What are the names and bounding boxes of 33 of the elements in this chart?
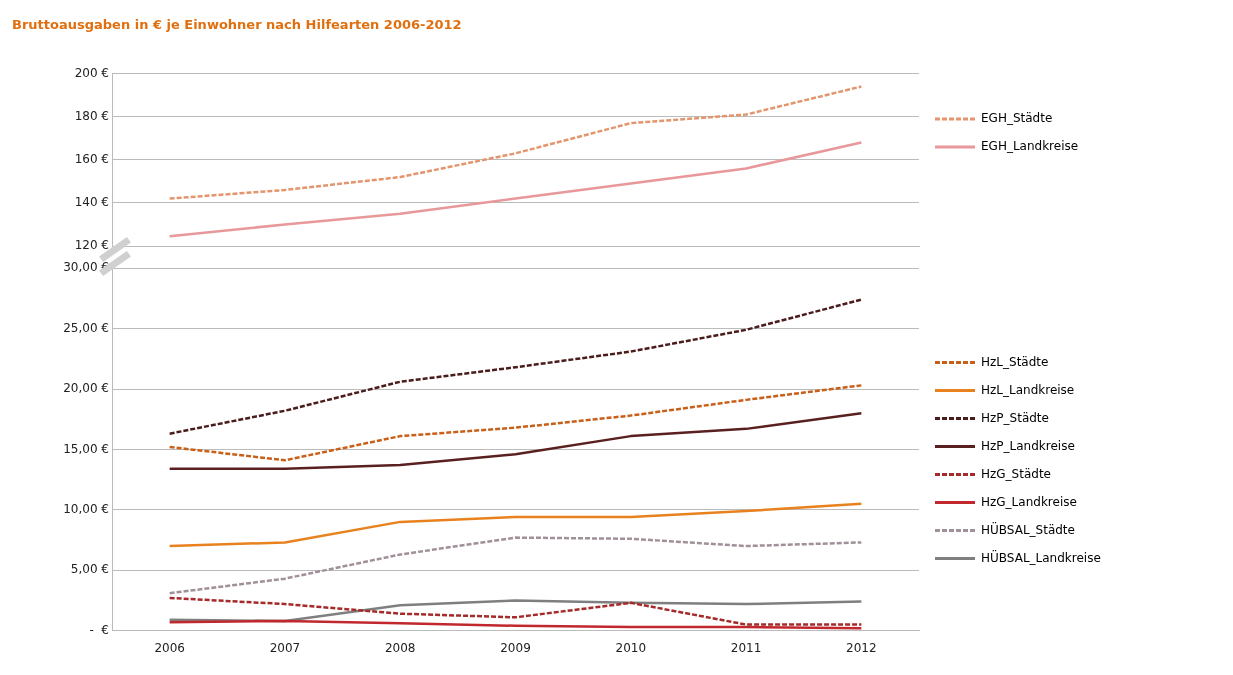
y-tick-label: 140 €: [74, 195, 109, 210]
legend-label: HÜBSAL_Städte: [981, 520, 1075, 537]
y-tick-label: 10,00 €: [63, 501, 109, 516]
chart-title: Bruttoausgaben in € je Einwohner nach Hilfearten 2006-2012: [12, 17, 462, 33]
x-tick-label: 2011: [730, 640, 762, 655]
line-series: [168, 85, 863, 200]
y-tick-label: 5,00 €: [70, 562, 109, 577]
legend-label: HzG_Städte: [981, 466, 1052, 481]
legend-label: HÜBSAL_Landkreise: [981, 548, 1101, 565]
line-series: [168, 536, 863, 595]
x-tick-label: 2006: [154, 640, 185, 655]
line-series: [168, 384, 863, 462]
legend-label: HzP_Landkreise: [981, 438, 1075, 453]
legend-label: HzP_Städte: [981, 410, 1049, 425]
x-tick-label: 2012: [846, 640, 877, 655]
y-tick-label: - €: [89, 622, 109, 637]
legend-label: HzL_Landkreise: [981, 382, 1075, 397]
x-tick-label: 2008: [384, 640, 416, 655]
legend-label: HzG_Landkreise: [981, 494, 1077, 509]
y-tick-label: 180 €: [74, 108, 109, 123]
x-tick-label: 2010: [615, 640, 647, 655]
y-tick-label: 20,00 €: [63, 381, 109, 396]
y-tick-label: 160 €: [74, 151, 109, 166]
y-tick-label: 200 €: [74, 65, 109, 80]
y-tick-label: 120 €: [74, 238, 109, 253]
legend-label: EGH_Landkreise: [981, 139, 1079, 154]
x-tick-label: 2007: [269, 640, 301, 655]
legend-label: HzL_Städte: [981, 354, 1049, 369]
line-series: [168, 298, 863, 435]
y-tick-label: 25,00 €: [63, 320, 109, 335]
legend-label: EGH_Städte: [981, 111, 1053, 126]
x-tick-label: 2009: [500, 640, 531, 655]
y-tick-label: 15,00 €: [63, 441, 109, 456]
